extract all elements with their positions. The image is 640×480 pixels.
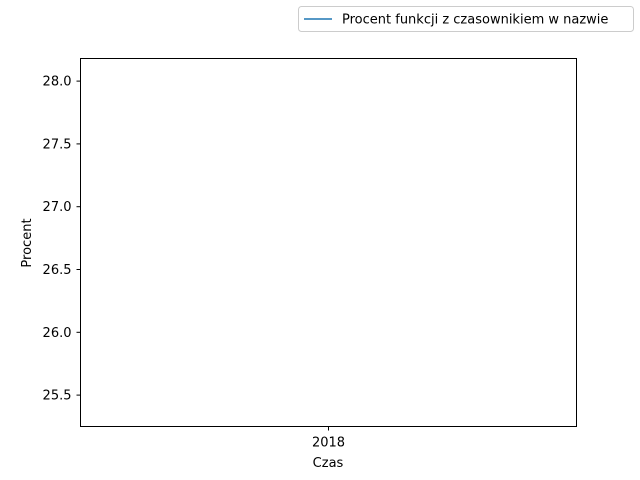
x-tick-label: 2018 <box>312 436 345 451</box>
y-tick-label: 25.5 <box>43 389 72 404</box>
legend-box <box>298 6 634 32</box>
y-axis: 25.5 26.0 26.5 27.0 27.5 28.0 <box>43 75 81 404</box>
y-tick-label: 28.0 <box>43 75 72 90</box>
y-tick-label: 26.0 <box>43 326 72 341</box>
y-tick-label: 26.5 <box>43 263 72 278</box>
x-axis: 2018 <box>312 426 345 451</box>
y-axis-label: Procent <box>20 218 35 267</box>
legend: Procent funkcji z czasownikiem w nazwie <box>298 6 634 32</box>
y-tick-label: 27.0 <box>43 200 72 215</box>
x-axis-label: Czas <box>313 456 344 471</box>
y-tick-label: 27.5 <box>43 137 72 152</box>
legend-label: Procent funkcji z czasownikiem w nazwie <box>342 13 608 28</box>
